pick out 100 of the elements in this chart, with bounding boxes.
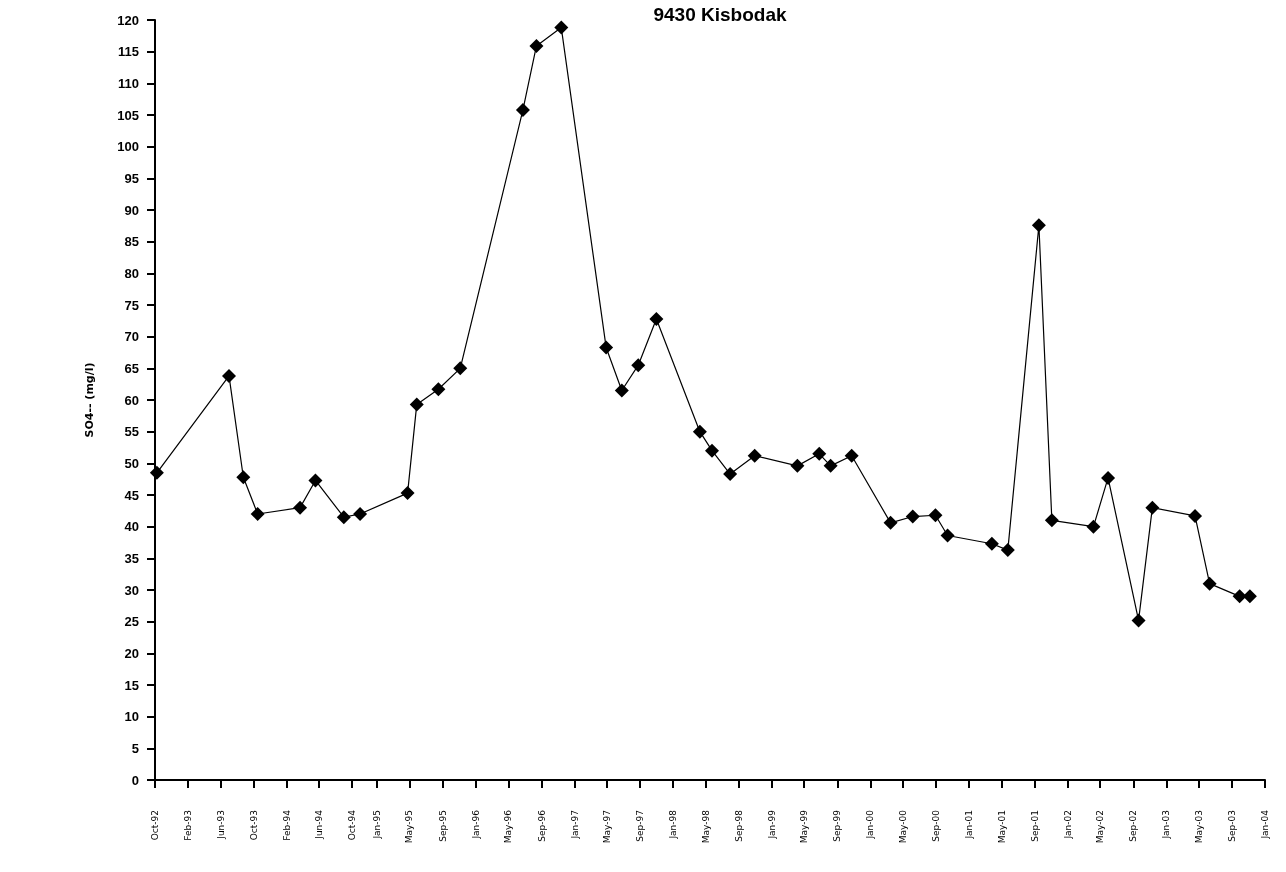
y-tick-label: 85 — [124, 234, 139, 250]
point — [1000, 543, 1015, 558]
point — [222, 368, 237, 383]
point — [1086, 519, 1101, 534]
x-tick-label: Jan-99 — [766, 809, 777, 840]
y-tick-label: 75 — [124, 297, 139, 313]
x-tick-label: Sep-03 — [1227, 810, 1238, 842]
x-tick-label: May-01 — [996, 810, 1007, 844]
x-tick-label: Jan-95 — [372, 810, 383, 840]
y-tick-label: 25 — [124, 614, 139, 630]
x-tick-label: Sep-95 — [437, 810, 448, 842]
point — [529, 38, 544, 53]
y-tick-label: 40 — [124, 519, 139, 535]
x-tick-label: Sep-01 — [1029, 810, 1040, 842]
x-tick-label: Sep-97 — [635, 810, 646, 842]
y-tick-label: 20 — [124, 645, 139, 661]
y-tick-label: 10 — [124, 709, 139, 725]
point — [940, 528, 955, 543]
x-tick-label: Feb-94 — [281, 809, 292, 841]
point — [692, 424, 707, 439]
chart-title: 9430 Kisbodak — [653, 4, 787, 25]
x-tick-label: Sep-00 — [931, 809, 942, 842]
point — [336, 510, 351, 525]
y-tick-label: 100 — [117, 139, 139, 155]
x-tick-label: May-98 — [700, 809, 711, 844]
point — [747, 448, 762, 463]
point — [1101, 470, 1116, 485]
point — [705, 443, 720, 458]
x-tick-label: Jan-01 — [964, 810, 975, 840]
point — [928, 508, 943, 523]
x-tick-label: Jan-98 — [668, 809, 679, 840]
y-tick-label: 115 — [118, 44, 139, 60]
point — [631, 358, 646, 373]
point — [723, 467, 738, 482]
y-tick-label: 60 — [124, 392, 139, 408]
x-tick-label: Jan-00 — [865, 809, 876, 840]
y-tick-label: 30 — [124, 582, 139, 598]
x-tick-label: Jun-94 — [314, 809, 325, 840]
point — [1202, 576, 1217, 591]
point — [515, 102, 530, 117]
point — [453, 361, 468, 376]
point — [1044, 513, 1059, 528]
x-tick-label: May-02 — [1095, 810, 1106, 844]
point — [1131, 613, 1146, 628]
x-tick-label: May-97 — [601, 810, 612, 844]
y-tick-label: 35 — [124, 550, 139, 566]
y-tick-label: 65 — [124, 360, 139, 376]
point — [400, 486, 415, 501]
point — [236, 470, 251, 485]
point — [1031, 218, 1046, 233]
point — [790, 458, 805, 473]
point — [250, 507, 265, 521]
y-tick-label: 15 — [124, 677, 139, 693]
point — [1232, 589, 1247, 604]
point — [1242, 589, 1257, 604]
y-tick-label: 105 — [117, 107, 139, 123]
x-tick-label: Jan-97 — [569, 810, 580, 840]
y-tick-label: 45 — [124, 487, 139, 503]
y-tick-label: 50 — [124, 455, 139, 471]
y-tick-label: 120 — [117, 12, 139, 28]
x-tick-label: Sep-02 — [1128, 810, 1139, 842]
y-tick-label: 5 — [131, 740, 139, 756]
x-tick-label: Oct-92 — [150, 810, 160, 841]
point — [409, 397, 424, 412]
y-tick-label: 55 — [124, 424, 139, 440]
x-tick-label: May-03 — [1193, 810, 1204, 844]
y-tick-label: 95 — [124, 170, 139, 186]
point — [905, 509, 920, 524]
x-tick-label: Jan-96 — [470, 809, 481, 840]
x-tick-label: Feb-93 — [183, 810, 194, 841]
point — [823, 458, 838, 473]
point — [614, 383, 629, 398]
point — [293, 500, 308, 515]
y-tick-label: 70 — [124, 329, 139, 345]
point — [599, 340, 614, 355]
point — [844, 448, 859, 463]
point — [353, 507, 368, 521]
x-tick-label: May-95 — [404, 810, 415, 844]
point — [812, 446, 827, 461]
x-tick-label: Sep-99 — [832, 809, 843, 842]
x-tick-label: Sep-96 — [536, 809, 547, 842]
x-tick-label: Jan-03 — [1161, 810, 1172, 840]
point — [1145, 500, 1160, 515]
y-tick-label: 80 — [124, 265, 139, 281]
point — [554, 20, 569, 35]
point — [149, 465, 164, 480]
point — [308, 473, 323, 488]
x-tick-label: Jun-93 — [215, 810, 226, 840]
x-tick-label: May-96 — [503, 809, 514, 844]
x-tick-label: May-00 — [898, 809, 909, 844]
x-tick-label: Oct-93 — [248, 810, 259, 841]
y-tick-label: 110 — [118, 75, 139, 91]
y-tick-label: 0 — [131, 772, 139, 788]
x-tick-label: May-99 — [799, 809, 810, 844]
x-tick-label: Jan-02 — [1062, 810, 1073, 840]
point — [1188, 508, 1203, 523]
x-tick-label: Jan-04 — [1260, 809, 1270, 840]
y-tick-label: 90 — [124, 202, 139, 218]
point — [649, 311, 664, 326]
x-tick-label: Oct-94 — [347, 809, 358, 841]
